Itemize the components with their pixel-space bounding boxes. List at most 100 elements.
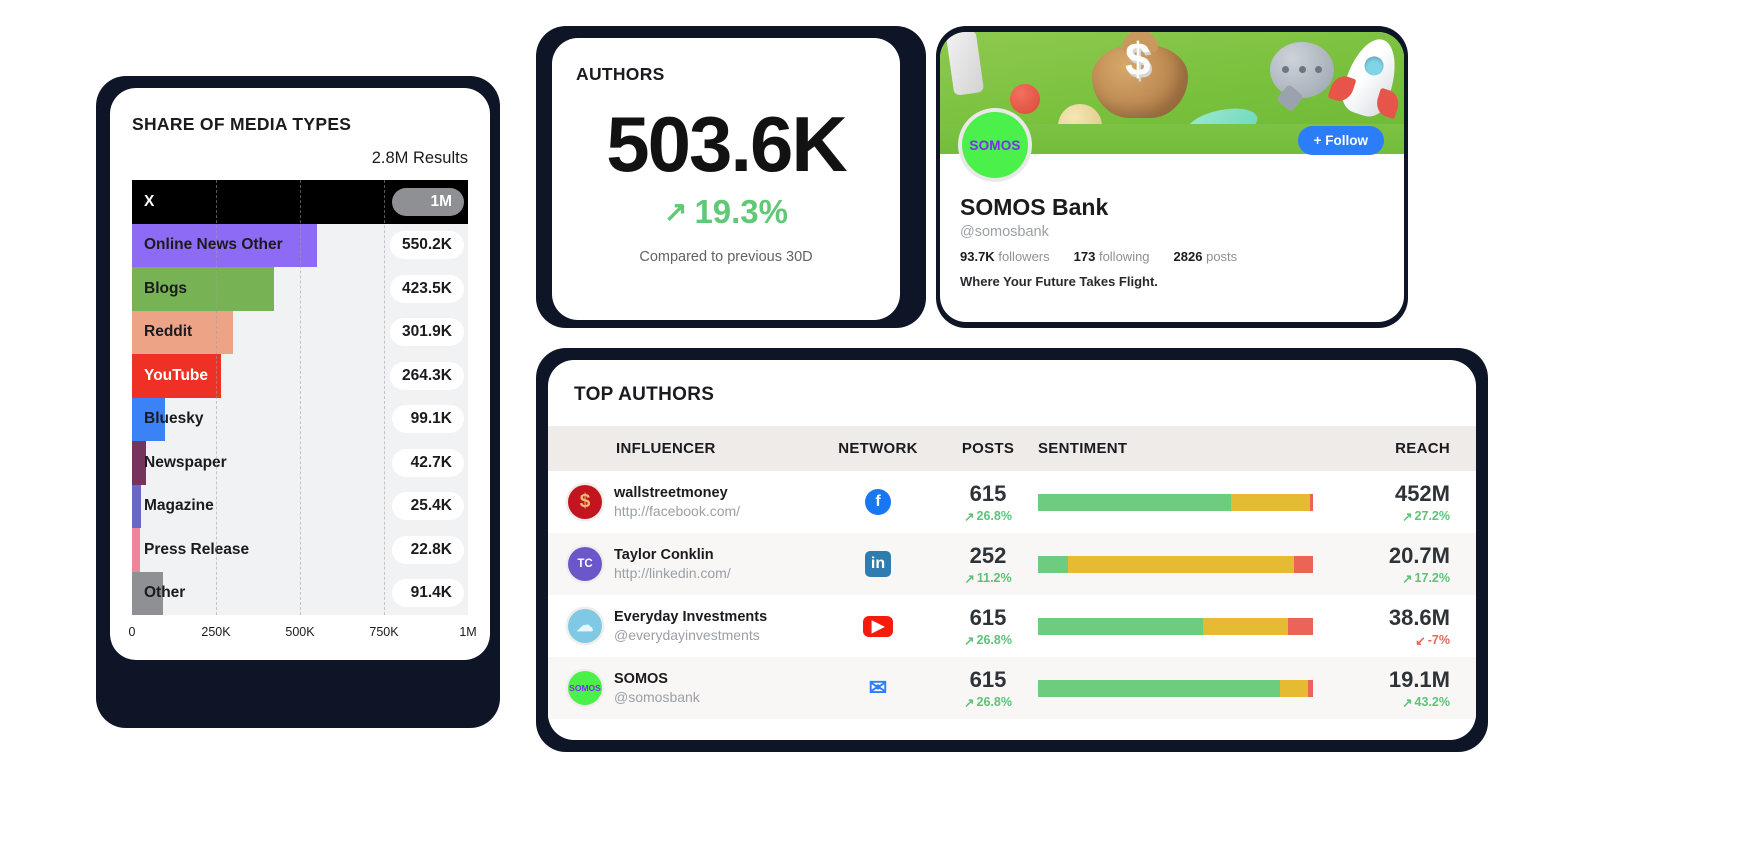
red-ball-decoration-icon <box>1010 84 1040 114</box>
sentiment-bar[interactable] <box>1038 617 1313 635</box>
sentiment-neutral-segment <box>1068 555 1294 573</box>
bar-row[interactable]: Reddit 301.9K <box>132 310 468 354</box>
reach-delta: ↗ 17.2% <box>1338 571 1450 586</box>
sentiment-positive-segment <box>1038 617 1203 635</box>
sentiment-negative-segment <box>1307 679 1313 697</box>
column-header-sentiment[interactable]: SENTIMENT <box>1038 426 1338 471</box>
reach-delta: ↗ 43.2% <box>1338 695 1450 710</box>
media-bar-chart: X 1M Online News Other 550.2K Blogs 423.5K Red… <box>132 180 468 615</box>
table-header-row: INFLUENCER NETWORK POSTS SENTIMENT REACH <box>548 426 1476 471</box>
trend-up-arrow-icon: ↗ <box>663 196 688 227</box>
reach-value: 19.1M <box>1388 666 1450 692</box>
sentiment-bar[interactable] <box>1038 493 1313 511</box>
bar-row[interactable]: Magazine 25.4K <box>132 484 468 528</box>
influencer-wrapper: TC Taylor Conklin http://linkedin.com/ <box>548 547 818 581</box>
following-stat: 173 following <box>1073 249 1150 264</box>
reach-delta-value: 43.2% <box>1414 695 1450 709</box>
chat-dots-icon <box>1282 66 1322 73</box>
bar-category-label: Press Release <box>144 540 250 558</box>
sentiment-negative-segment <box>1293 555 1313 573</box>
bar-value-label: 25.4K <box>392 492 464 521</box>
bar-row[interactable]: Newspaper 42.7K <box>132 441 468 485</box>
column-header-reach[interactable]: REACH <box>1338 426 1476 471</box>
bar-row[interactable]: Other 91.4K <box>132 571 468 615</box>
table-row[interactable]: SOMOS SOMOS @somosbank ✉ 615 ↗ 26.8% 19.1M ↗ 43.2… <box>548 657 1476 719</box>
sentiment-neutral-segment <box>1230 493 1311 511</box>
youtube-icon[interactable]: ▶ <box>863 615 893 637</box>
column-header-network[interactable]: NETWORK <box>818 426 938 471</box>
bar-fill <box>132 484 141 528</box>
influencer-text: Everyday Investments @everydayinvestments <box>614 609 767 643</box>
table-row[interactable]: TC Taylor Conklin http://linkedin.com/in 25… <box>548 533 1476 595</box>
avatar[interactable]: SOMOS <box>958 108 1032 182</box>
posts-delta-value: 26.8% <box>976 509 1012 523</box>
reach-value: 20.7M <box>1388 542 1450 568</box>
posts-cell: 615 ↗ 26.8% <box>938 657 1038 719</box>
top-authors-title: TOP AUTHORS <box>574 384 715 405</box>
posts-delta: ↗ 26.8% <box>938 695 1038 710</box>
reach-value: 452M <box>1394 480 1450 506</box>
bar-row[interactable]: Press Release 22.8K <box>132 528 468 572</box>
facebook-icon[interactable]: f <box>865 489 891 515</box>
bar-row[interactable]: X 1M <box>132 180 468 224</box>
chart-x-axis: 0 250K 500K 750K 1M <box>129 625 477 655</box>
influencer-text: wallstreetmoney http://facebook.com/ <box>614 485 740 519</box>
sentiment-positive-segment <box>1038 679 1280 697</box>
influencer-url[interactable]: @everydayinvestments <box>614 627 760 643</box>
table-row[interactable]: $ wallstreetmoney http://facebook.com/f 615… <box>548 471 1476 533</box>
posts-cell: 615 ↗ 26.8% <box>938 595 1038 657</box>
posts-delta: ↗ 26.8% <box>938 509 1038 524</box>
network-cell: ✉ <box>818 657 938 719</box>
posts-stat: 2826 posts <box>1173 249 1238 264</box>
trend-up-arrow-icon: ↗ <box>964 571 975 586</box>
bar-value-label: 22.8K <box>392 535 464 564</box>
sentiment-bar[interactable] <box>1038 555 1313 573</box>
sentiment-cell <box>1038 533 1338 595</box>
influencer-avatar[interactable]: $ <box>568 485 602 519</box>
trend-up-arrow-icon: ↗ <box>1402 571 1413 586</box>
linkedin-icon[interactable]: in <box>865 551 891 577</box>
profile-bio: Where Your Future Takes Flight. <box>960 274 1158 289</box>
influencer-name: Taylor Conklin <box>614 547 714 563</box>
trend-up-arrow-icon: ↗ <box>964 695 975 710</box>
media-results-count: 2.8M Results <box>371 149 468 167</box>
influencer-text: Taylor Conklin http://linkedin.com/ <box>614 547 731 581</box>
reach-cell: 452M ↗ 27.2% <box>1338 471 1476 533</box>
influencer-url[interactable]: @somosbank <box>614 689 700 705</box>
table-row[interactable]: ☁ Everyday Investments @everydayinvestment… <box>548 595 1476 657</box>
bluesky-icon[interactable]: ✉ <box>868 675 888 700</box>
influencer-name: wallstreetmoney <box>614 485 728 501</box>
bar-row[interactable]: Bluesky 99.1K <box>132 397 468 441</box>
sentiment-positive-segment <box>1038 555 1069 573</box>
influencer-url[interactable]: http://linkedin.com/ <box>614 565 731 581</box>
bar-row[interactable]: Online News Other 550.2K <box>132 223 468 267</box>
influencer-avatar[interactable]: ☁ <box>568 609 602 643</box>
influencer-avatar[interactable]: SOMOS <box>568 671 602 705</box>
posts-cell: 252 ↗ 11.2% <box>938 533 1038 595</box>
posts-delta: ↗ 26.8% <box>938 633 1038 648</box>
reach-delta-value: -7% <box>1427 633 1450 647</box>
authors-delta: ↗ 19.3% <box>664 193 788 231</box>
money-bag-icon <box>1092 32 1188 118</box>
column-header-influencer[interactable]: INFLUENCER <box>548 426 818 471</box>
bar-row[interactable]: Blogs 423.5K <box>132 267 468 311</box>
trend-up-arrow-icon: ↗ <box>964 509 975 524</box>
column-header-posts[interactable]: POSTS <box>938 426 1038 471</box>
bar-row[interactable]: YouTube 264.3K <box>132 354 468 398</box>
authors-title: AUTHORS <box>576 64 665 84</box>
bar-category-label: X <box>144 192 155 210</box>
influencer-url[interactable]: http://facebook.com/ <box>614 503 741 519</box>
sentiment-negative-segment <box>1288 617 1313 635</box>
sentiment-bar[interactable] <box>1038 679 1313 697</box>
authors-comparison-label: Compared to previous 30D <box>639 249 813 265</box>
profile-display-name: SOMOS Bank <box>960 194 1109 220</box>
bar-fill <box>132 354 221 398</box>
reach-cell: 38.6M ↙ -7% <box>1338 595 1476 657</box>
posts-delta-value: 11.2% <box>976 571 1012 585</box>
influencer-avatar[interactable]: TC <box>568 547 602 581</box>
follow-button[interactable]: + Follow <box>1297 126 1384 155</box>
reach-delta-value: 17.2% <box>1414 571 1450 585</box>
bar-value-label: 1M <box>392 187 464 216</box>
bar-value-label: 99.1K <box>392 405 464 434</box>
bar-value-label: 301.9K <box>390 318 464 347</box>
